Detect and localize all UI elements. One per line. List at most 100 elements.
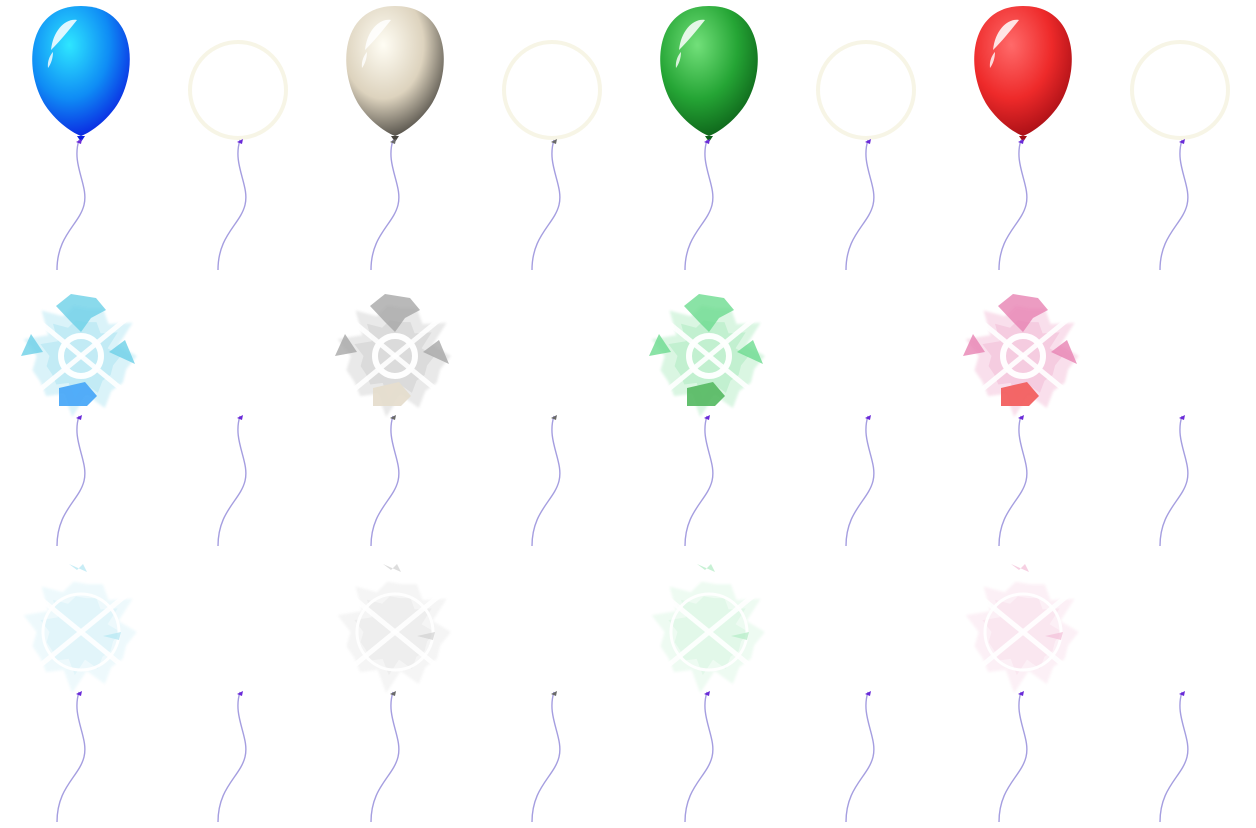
balloon-body xyxy=(660,6,758,136)
balloon-string xyxy=(845,139,875,271)
pop-ring xyxy=(372,333,418,379)
pop-burst xyxy=(649,294,766,417)
ghost-ring xyxy=(816,40,916,140)
balloon-knot xyxy=(704,415,710,420)
pop-burst xyxy=(335,294,452,417)
balloon-string xyxy=(370,139,400,271)
shard xyxy=(423,340,449,364)
pop-burst xyxy=(23,564,138,693)
balloon-body xyxy=(32,6,130,136)
shard xyxy=(417,632,435,640)
balloon-knot xyxy=(865,139,871,144)
shard xyxy=(697,564,715,572)
balloon-string xyxy=(1159,415,1189,547)
frame-green-popped-string-only xyxy=(845,691,875,823)
balloon-knot xyxy=(551,415,557,420)
shard xyxy=(684,294,734,332)
balloon-highlight-small xyxy=(675,52,681,68)
pop-burst xyxy=(337,564,452,693)
frame-blue-popping-string-only xyxy=(217,415,247,547)
balloon-knot xyxy=(390,139,396,144)
balloon-string xyxy=(217,139,247,271)
balloon-knot xyxy=(237,415,243,420)
balloon-knot xyxy=(76,415,82,420)
frame-green-inflated-balloon xyxy=(660,6,758,271)
balloon-knot xyxy=(551,139,557,144)
frame-red-popped-string-only xyxy=(1159,691,1189,823)
frame-white-popping-string-only xyxy=(531,415,561,547)
balloon-highlight-small xyxy=(361,52,367,68)
balloon-neck xyxy=(391,136,399,142)
balloon-fragment xyxy=(1001,382,1039,406)
shard xyxy=(737,340,763,364)
shard xyxy=(103,632,121,640)
balloon-string xyxy=(1159,139,1189,271)
balloon-string xyxy=(56,691,86,823)
frame-green-popping-string-only xyxy=(845,415,875,547)
shard xyxy=(649,334,671,356)
frame-red-popped-balloon xyxy=(965,564,1080,823)
balloon-string xyxy=(998,415,1028,547)
pop-burst xyxy=(21,294,138,417)
balloon-knot xyxy=(865,415,871,420)
balloon-string xyxy=(56,415,86,547)
balloon-highlight xyxy=(365,19,391,50)
balloon-string xyxy=(998,139,1028,271)
ghost-ring xyxy=(188,40,288,140)
pop-ring xyxy=(355,592,435,672)
balloon-knot xyxy=(865,691,871,696)
pop-ring xyxy=(983,592,1063,672)
balloon-string xyxy=(845,415,875,547)
shard xyxy=(21,334,43,356)
balloon-body xyxy=(346,6,444,136)
frame-red-inflated-string-only xyxy=(1130,40,1230,271)
frame-white-inflated-balloon xyxy=(346,6,444,271)
frame-green-popping-balloon xyxy=(649,294,766,547)
balloon-string xyxy=(1159,691,1189,823)
shard xyxy=(56,294,106,332)
balloon-highlight xyxy=(679,19,705,50)
ghost-ring xyxy=(502,40,602,140)
balloon-string xyxy=(684,691,714,823)
balloon-knot xyxy=(704,139,710,144)
ghost-ring xyxy=(1130,40,1230,140)
pop-ring xyxy=(1000,333,1046,379)
balloon-neck xyxy=(1019,136,1027,142)
frame-row-inflated xyxy=(32,6,1230,271)
shard xyxy=(109,340,135,364)
balloon-knot xyxy=(390,415,396,420)
balloon-body xyxy=(974,6,1072,136)
frame-white-inflated-string-only xyxy=(502,40,602,271)
shard xyxy=(731,632,749,640)
balloon-highlight xyxy=(51,19,77,50)
frame-row-popped xyxy=(23,564,1189,823)
shard xyxy=(1011,564,1029,572)
balloon-highlight-small xyxy=(989,52,995,68)
balloon-string xyxy=(845,691,875,823)
frame-red-popping-balloon xyxy=(963,294,1080,547)
balloon-knot xyxy=(76,691,82,696)
balloon-string xyxy=(217,691,247,823)
frame-row-popping xyxy=(21,294,1189,547)
shard xyxy=(963,334,985,356)
balloon-string xyxy=(370,415,400,547)
pop-burst xyxy=(963,294,1080,417)
balloon-knot xyxy=(237,139,243,144)
shard xyxy=(1051,340,1077,364)
balloon-neck xyxy=(705,136,713,142)
balloon-fragment xyxy=(687,382,725,406)
balloon-fragment xyxy=(373,382,411,406)
frame-red-popping-string-only xyxy=(1159,415,1189,547)
balloon-knot xyxy=(390,691,396,696)
frame-white-popped-string-only xyxy=(531,691,561,823)
frame-blue-popped-string-only xyxy=(217,691,247,823)
balloon-string xyxy=(217,415,247,547)
pop-burst xyxy=(651,564,766,693)
frame-green-inflated-string-only xyxy=(816,40,916,271)
shard xyxy=(69,564,87,572)
balloon-knot xyxy=(1018,415,1024,420)
balloon-fragment xyxy=(59,382,97,406)
pop-ring xyxy=(669,592,749,672)
balloon-string xyxy=(998,691,1028,823)
